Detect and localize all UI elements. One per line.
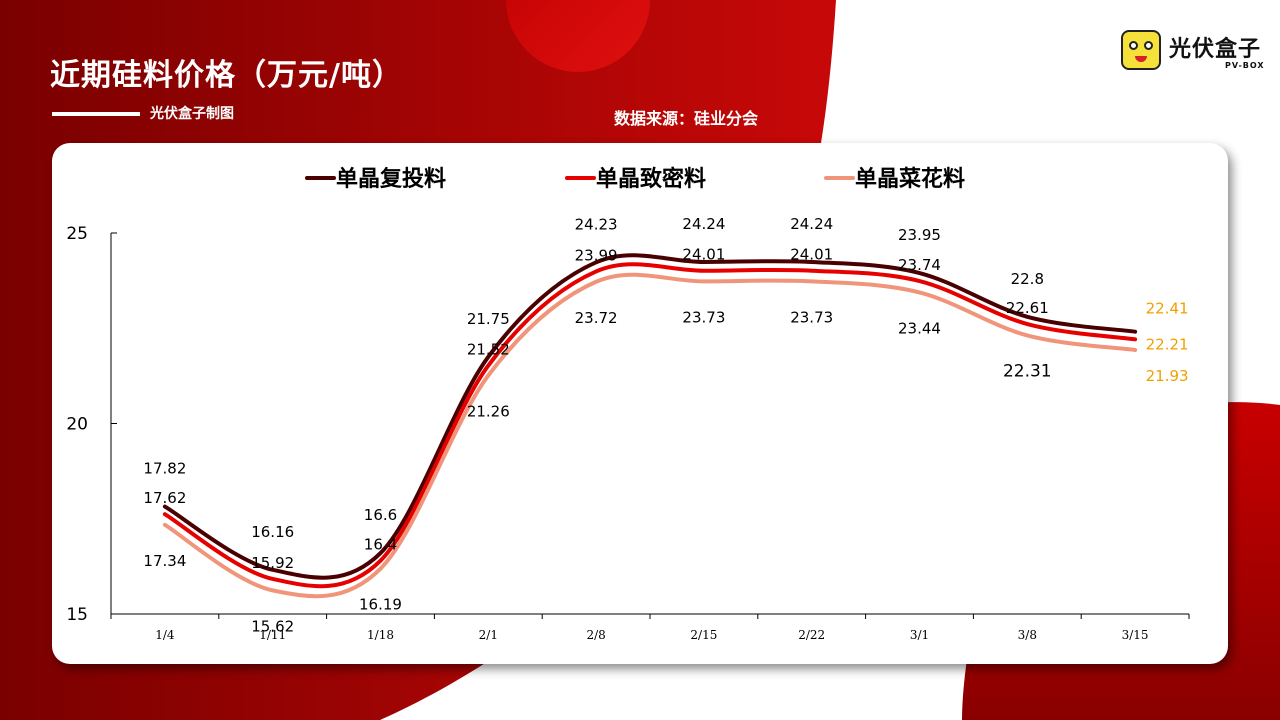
data-label: 17.34 (143, 552, 186, 570)
data-label: 22.8 (1011, 270, 1044, 288)
data-label: 17.82 (143, 460, 186, 478)
data-label: 24.24 (790, 215, 833, 233)
legend-label-2: 单晶致密料 (596, 166, 706, 192)
y-tick-label: 20 (66, 415, 88, 435)
series-line-1 (162, 253, 1138, 580)
data-label: 22.31 (1003, 361, 1052, 381)
logo-name-cn: 光伏盒子 (1169, 37, 1262, 62)
x-tick-label: 1/4 (155, 628, 175, 642)
data-label: 21.93 (1146, 367, 1189, 385)
x-tick-label: 3/15 (1122, 628, 1149, 642)
data-label: 22.21 (1146, 335, 1189, 353)
data-label: 24.01 (790, 246, 833, 264)
data-label: 16.19 (359, 596, 402, 614)
data-label: 22.41 (1146, 300, 1189, 318)
data-label: 21.26 (467, 402, 510, 420)
data-label: 23.73 (790, 308, 833, 326)
data-label: 23.73 (682, 308, 725, 326)
data-label: 23.72 (575, 309, 618, 327)
data-label: 15.62 (251, 617, 294, 635)
data-label: 16.4 (364, 536, 397, 554)
data-label: 23.44 (898, 319, 941, 337)
chart-card: 15 20 25 1/4 1/11 1/18 2/1 2/8 2/15 2/22 3/1 3/8 3/1… (52, 143, 1228, 664)
data-label: 23.74 (898, 256, 941, 274)
logo-name-en: PV-BOX (1225, 61, 1265, 70)
x-tick-label: 1/11 (259, 628, 286, 642)
x-tick-label: 1/18 (367, 628, 394, 642)
data-label: 23.95 (898, 226, 941, 244)
x-tick-label: 2/22 (798, 628, 825, 642)
data-label: 24.24 (682, 215, 725, 233)
x-tick-label: 2/8 (586, 628, 605, 642)
data-label: 22.61 (1006, 299, 1049, 317)
x-tick-label: 2/1 (479, 628, 498, 642)
y-tick-label: 15 (66, 605, 88, 625)
title-underline (52, 112, 140, 116)
box-mascot-icon (1121, 30, 1161, 70)
data-label: 21.52 (467, 341, 510, 359)
x-tick-label: 3/1 (910, 628, 929, 642)
page-title: 近期硅料价格（万元/吨） (50, 58, 403, 93)
data-label: 21.75 (467, 310, 510, 328)
data-label: 24.23 (575, 215, 618, 233)
legend-label-3: 单晶菜花料 (855, 166, 965, 192)
series-line-3 (162, 272, 1138, 599)
x-tick-label: 3/8 (1018, 628, 1037, 642)
y-tick-label: 25 (66, 224, 88, 244)
logo: 光伏盒子 PV-BOX (1121, 28, 1266, 74)
data-label: 17.62 (143, 489, 186, 507)
data-label: 16.6 (364, 506, 397, 524)
series-line-2 (162, 262, 1138, 589)
line-chart: 15 20 25 1/4 1/11 1/18 2/1 2/8 2/15 2/22 3/1 3/8 3/1… (66, 166, 1190, 642)
legend-label-1: 单晶复投料 (336, 166, 446, 192)
maker-credit: 光伏盒子制图 (150, 106, 234, 122)
data-source: 数据来源：硅业分会 (614, 109, 759, 128)
data-label: 15.92 (251, 554, 294, 572)
data-label: 24.01 (682, 246, 725, 264)
x-tick-label: 2/15 (690, 628, 717, 642)
data-label: 23.99 (575, 246, 618, 264)
data-label: 16.16 (251, 523, 294, 541)
